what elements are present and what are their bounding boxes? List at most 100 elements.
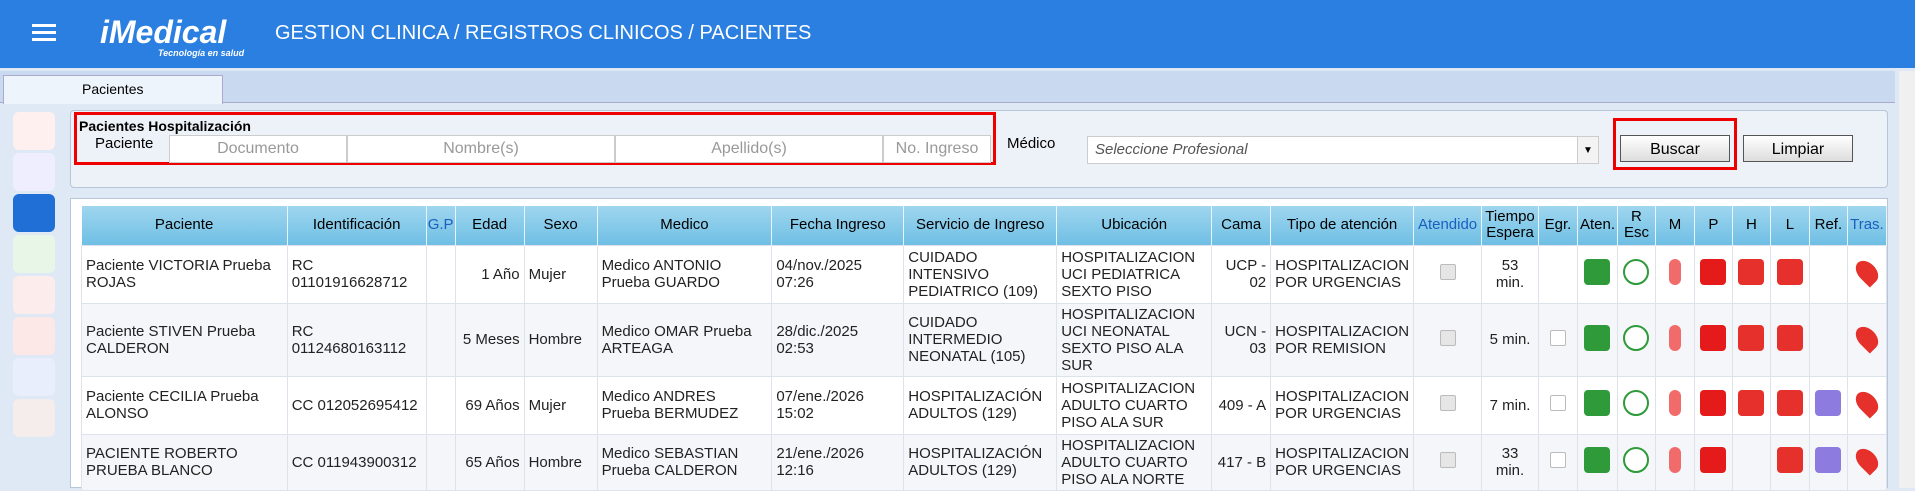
cell: [1616, 244, 1656, 304]
side-icon[interactable]: [13, 194, 55, 232]
cell: CC 011943900312: [286, 433, 427, 491]
action-icon[interactable]: [1738, 259, 1765, 285]
cell: Mujer: [523, 375, 598, 435]
action-icon[interactable]: [1815, 447, 1842, 473]
column-header: Egr.: [1538, 206, 1578, 245]
action-icon[interactable]: [1584, 447, 1611, 473]
highlight: [74, 112, 996, 165]
cell: HOSPITALIZACION POR URGENCIAS: [1270, 375, 1415, 435]
side-icon[interactable]: [13, 358, 55, 396]
cell: 1 Año: [454, 244, 525, 304]
cell: [1808, 302, 1848, 377]
tab[interactable]: Pacientes: [3, 75, 223, 104]
side-icon[interactable]: [13, 235, 55, 273]
action-icon[interactable]: [1584, 324, 1611, 351]
column-header: Tipo de atención: [1270, 206, 1415, 245]
cell: [1616, 433, 1656, 491]
cell: [1808, 375, 1848, 435]
cell: 65 Años: [454, 433, 525, 491]
cell: [425, 244, 456, 304]
cell: [1616, 375, 1656, 435]
action-icon[interactable]: [1700, 447, 1727, 473]
action-icon[interactable]: [1623, 324, 1650, 351]
action-icon[interactable]: [1738, 324, 1765, 351]
action-icon[interactable]: [1815, 390, 1842, 416]
action-icon[interactable]: [1700, 390, 1727, 416]
input[interactable]: Documento: [169, 135, 347, 163]
cell: 69 Años: [454, 375, 525, 435]
checkbox[interactable]: [1439, 452, 1456, 468]
button[interactable]: Limpiar: [1743, 135, 1853, 162]
cell: Paciente CECILIA Prueba ALONSO: [81, 375, 288, 435]
checkbox[interactable]: [1550, 452, 1567, 468]
input[interactable]: Apellido(s): [615, 135, 883, 163]
action-icon[interactable]: [1668, 390, 1681, 416]
column-header: L: [1770, 206, 1810, 245]
cell: [1846, 302, 1888, 377]
action-icon[interactable]: [1700, 324, 1727, 351]
cell: 33 min.: [1481, 433, 1540, 491]
cell: CUIDADO INTENSIVO PEDIATRICO (109): [903, 244, 1058, 304]
side-icon[interactable]: [13, 399, 55, 437]
cell: [1808, 433, 1848, 491]
cell: [1616, 302, 1656, 377]
cell: [1693, 433, 1733, 491]
cell: [1693, 302, 1733, 377]
cell: [1413, 375, 1483, 435]
menu-button[interactable]: [32, 24, 56, 27]
checkbox[interactable]: [1550, 329, 1567, 346]
action-icon[interactable]: [1776, 390, 1803, 416]
action-icon[interactable]: [1776, 447, 1803, 473]
action-icon[interactable]: [1623, 259, 1650, 285]
action-icon[interactable]: [1776, 259, 1803, 285]
checkbox[interactable]: [1439, 264, 1456, 280]
select-arrow[interactable]: ▼: [1577, 136, 1599, 164]
filter-panel: Pacientes Hospitalización Paciente Docum…: [70, 110, 1888, 188]
cell: HOSPITALIZACION POR URGENCIAS: [1270, 244, 1415, 304]
cell: [1731, 302, 1771, 377]
cell: [1769, 244, 1810, 304]
action-icon[interactable]: [1851, 321, 1883, 354]
action-icon[interactable]: [1584, 259, 1611, 285]
action-icon[interactable]: [1700, 259, 1727, 285]
cell: [1577, 244, 1618, 304]
column-header: Tras.: [1847, 206, 1888, 245]
side-icon[interactable]: [13, 317, 55, 355]
cell: 04/nov./2025 07:26: [771, 244, 905, 304]
action-icon[interactable]: [1623, 390, 1650, 416]
action-icon[interactable]: [1584, 390, 1611, 416]
table-row: Paciente STIVEN Prueba CALDERON RC 011246…: [81, 302, 1888, 377]
input[interactable]: No. Ingreso: [883, 135, 991, 163]
cell: 21/ene./2026 12:16: [771, 433, 905, 491]
checkbox[interactable]: [1439, 329, 1456, 346]
action-icon[interactable]: [1668, 324, 1681, 351]
scrollbar[interactable]: [1899, 71, 1915, 488]
checkbox[interactable]: [1439, 395, 1456, 411]
checkbox[interactable]: [1550, 395, 1567, 411]
side-icon[interactable]: [13, 153, 55, 191]
button[interactable]: Buscar: [1620, 135, 1730, 162]
side-icon[interactable]: [13, 276, 55, 314]
input[interactable]: Nombre(s): [347, 135, 615, 163]
column-header: Atendido: [1413, 206, 1483, 245]
cell: Mujer: [523, 244, 598, 304]
action-icon[interactable]: [1668, 447, 1681, 473]
cell: [1577, 302, 1618, 377]
column-header: Ubicación: [1056, 206, 1213, 245]
cell: [1538, 302, 1578, 377]
side-icon[interactable]: [13, 112, 55, 150]
cell: PACIENTE ROBERTO PRUEBA BLANCO: [81, 433, 288, 491]
cell: 409 - A: [1211, 375, 1272, 435]
action-icon[interactable]: [1776, 324, 1803, 351]
action-icon[interactable]: [1623, 447, 1650, 473]
cell: RC 01101916628712: [286, 244, 427, 304]
action-icon[interactable]: [1668, 259, 1681, 285]
action-icon[interactable]: [1851, 256, 1883, 288]
cell: CUIDADO INTERMEDIO NEONATAL (105): [903, 302, 1058, 377]
action-icon[interactable]: [1851, 387, 1883, 419]
sidebar: [8, 112, 60, 440]
select[interactable]: Seleccione Profesional: [1087, 136, 1599, 164]
action-icon[interactable]: [1738, 390, 1765, 416]
action-icon[interactable]: [1851, 444, 1883, 476]
